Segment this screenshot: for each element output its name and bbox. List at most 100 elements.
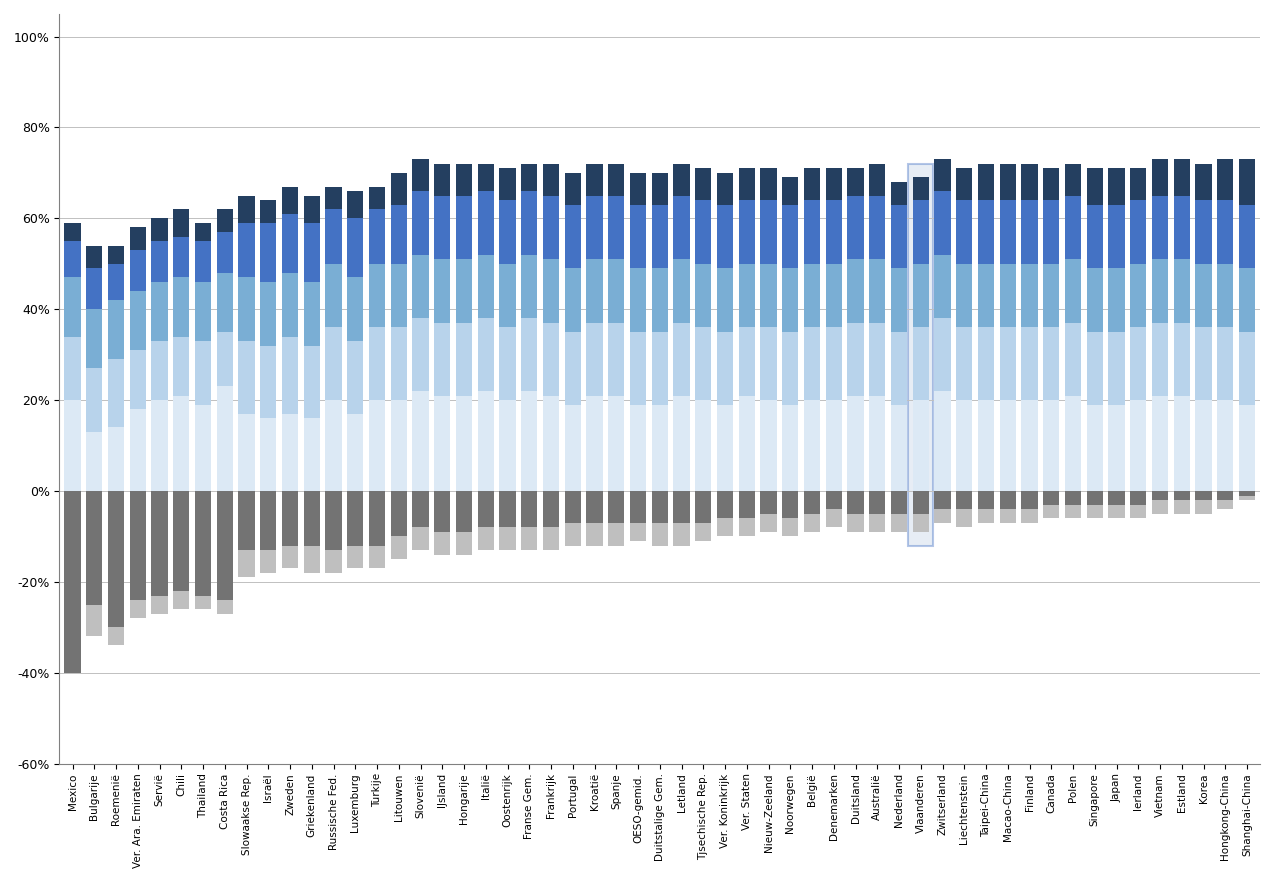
Bar — [456, 491, 473, 532]
Bar — [891, 405, 907, 491]
Bar — [891, 182, 907, 205]
Bar — [391, 400, 406, 491]
Bar — [1217, 160, 1233, 200]
Bar — [978, 200, 994, 264]
Bar — [521, 191, 538, 255]
Bar — [152, 341, 168, 400]
Bar — [957, 200, 972, 264]
Bar — [1108, 205, 1125, 268]
Bar — [891, 491, 907, 513]
Bar — [347, 278, 363, 341]
Bar — [586, 323, 603, 396]
Bar — [586, 491, 603, 523]
Bar — [629, 405, 646, 491]
Bar — [1173, 259, 1190, 323]
Bar — [1065, 491, 1082, 505]
Bar — [1217, 491, 1233, 500]
Bar — [1065, 323, 1082, 396]
Bar — [108, 359, 124, 428]
Bar — [1108, 168, 1125, 205]
Bar — [260, 223, 276, 282]
Bar — [391, 173, 406, 205]
Bar — [173, 591, 190, 609]
Bar — [739, 491, 755, 519]
Bar — [1195, 400, 1212, 491]
Bar — [152, 400, 168, 491]
Bar — [782, 205, 799, 268]
Bar — [369, 327, 385, 400]
Bar — [87, 245, 102, 268]
Bar — [303, 418, 320, 491]
Bar — [912, 200, 929, 264]
Bar — [629, 173, 646, 205]
Bar — [543, 323, 559, 396]
Bar — [564, 268, 581, 332]
Bar — [847, 196, 864, 259]
Bar — [804, 400, 820, 491]
Bar — [912, 264, 929, 327]
Bar — [1065, 164, 1082, 196]
Bar — [543, 196, 559, 259]
Bar — [282, 187, 298, 213]
Bar — [282, 546, 298, 568]
Bar — [1065, 196, 1082, 259]
Bar — [499, 200, 516, 264]
Bar — [1000, 200, 1015, 264]
Bar — [108, 491, 124, 627]
Bar — [65, 491, 80, 673]
Bar — [847, 513, 864, 532]
Bar — [674, 196, 689, 259]
Bar — [347, 546, 363, 568]
Bar — [325, 327, 341, 400]
Bar — [413, 391, 428, 491]
Bar — [456, 532, 473, 555]
Bar — [608, 491, 624, 523]
Bar — [173, 337, 190, 396]
Bar — [717, 405, 734, 491]
Bar — [282, 213, 298, 273]
Bar — [369, 264, 385, 327]
Bar — [1217, 200, 1233, 264]
Bar — [173, 209, 190, 236]
Bar — [1065, 396, 1082, 491]
Bar — [651, 523, 668, 546]
Bar — [1022, 509, 1038, 523]
Bar — [1195, 264, 1212, 327]
Bar — [1195, 164, 1212, 200]
Bar — [564, 205, 581, 268]
Bar — [782, 268, 799, 332]
Bar — [869, 491, 885, 513]
Bar — [1238, 160, 1255, 205]
Bar — [564, 491, 581, 523]
Bar — [260, 346, 276, 418]
Bar — [543, 396, 559, 491]
Bar — [130, 491, 147, 600]
Bar — [912, 400, 929, 491]
Bar — [521, 255, 538, 318]
Bar — [934, 255, 950, 318]
Bar — [195, 491, 211, 595]
Bar — [957, 491, 972, 509]
Bar — [173, 236, 190, 278]
Bar — [130, 409, 147, 491]
Bar — [1130, 168, 1147, 200]
Bar — [130, 291, 147, 350]
Bar — [739, 200, 755, 264]
Bar — [217, 386, 233, 491]
Bar — [586, 164, 603, 196]
Bar — [195, 595, 211, 609]
Bar — [586, 523, 603, 546]
Bar — [1195, 200, 1212, 264]
Bar — [717, 332, 734, 405]
Bar — [608, 196, 624, 259]
Bar — [891, 332, 907, 405]
Bar — [456, 396, 473, 491]
Bar — [717, 205, 734, 268]
Bar — [912, 177, 929, 200]
Bar — [130, 228, 147, 250]
Bar — [1130, 491, 1147, 505]
Bar — [957, 509, 972, 527]
Bar — [1087, 405, 1103, 491]
Bar — [456, 164, 473, 196]
Bar — [1238, 491, 1255, 496]
